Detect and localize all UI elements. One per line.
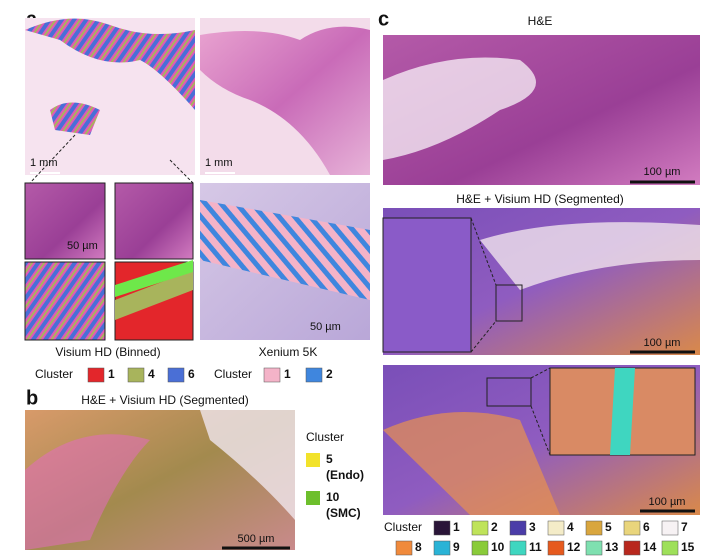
legend-label: 5 <box>605 520 612 534</box>
panel-title: H&E + Visium HD (Segmented) <box>81 393 249 407</box>
tissue <box>200 410 295 520</box>
legend-swatch <box>623 540 641 556</box>
vessel <box>610 368 635 455</box>
legend-label: 12 <box>567 540 581 554</box>
zoom-line <box>169 159 194 184</box>
panel-label: c <box>378 8 389 30</box>
zoom-line <box>470 217 497 286</box>
legend-sublabel: (SMC) <box>326 506 361 520</box>
zoom-line <box>29 134 76 184</box>
legend-swatch <box>585 520 603 536</box>
tissue <box>25 434 150 550</box>
cluster-band <box>115 260 193 297</box>
legend-swatch <box>306 453 320 467</box>
legend-label: 7 <box>681 520 688 534</box>
legend-label: 1 <box>453 520 460 534</box>
tissue-clusters <box>50 102 100 135</box>
scale-label: 1 mm <box>205 157 233 169</box>
tissue <box>200 26 370 175</box>
legend-label: 2 <box>491 520 498 534</box>
legend-label: 4 <box>567 520 574 534</box>
legend-label: 5 <box>326 452 333 466</box>
scale-label: 100 µm <box>649 496 686 508</box>
legend: Cluster 1 4 6 <box>35 367 195 383</box>
scale-label: 1 mm <box>30 157 58 169</box>
legend-swatch <box>547 540 565 556</box>
zoom-box <box>495 284 523 322</box>
legend-swatch <box>127 367 145 383</box>
scale-label: 50 µm <box>310 321 341 333</box>
cluster-band <box>115 270 193 320</box>
caption: Visium HD (Binned) <box>55 345 160 359</box>
xenium-clusters <box>200 200 370 300</box>
he-inset <box>114 182 194 260</box>
legend-swatch <box>305 367 323 383</box>
zoom-box <box>486 377 532 407</box>
legend-swatch <box>433 540 451 556</box>
legend-swatch <box>433 520 451 536</box>
legend-label: 6 <box>643 520 650 534</box>
panel-title: H&E <box>528 14 553 28</box>
lumen <box>383 57 536 160</box>
legend-label: 1 <box>108 367 115 381</box>
scale-label: 100 µm <box>644 337 681 349</box>
legend-swatch <box>509 540 527 556</box>
legend-swatch <box>306 491 320 505</box>
legend-label: 13 <box>605 540 619 554</box>
legend-sublabel: (Endo) <box>326 468 364 482</box>
legend-swatch <box>471 520 489 536</box>
legend-label: 8 <box>415 540 422 554</box>
legend-swatch <box>623 520 641 536</box>
legend-label: 14 <box>643 540 657 554</box>
legend-swatch <box>585 540 603 556</box>
zoom-line <box>530 367 551 379</box>
legend-label: 10 <box>491 540 505 554</box>
legend-swatch <box>547 520 565 536</box>
panel-label: b <box>26 387 38 409</box>
legend-title: Cluster <box>384 520 422 534</box>
he-inset <box>24 182 106 260</box>
legend-swatch <box>661 520 679 536</box>
legend: Cluster 1 2 3 4 5 6 78 9 10 11 12 13 14 15 <box>384 520 695 556</box>
legend-swatch <box>509 520 527 536</box>
legend-swatch <box>167 367 185 383</box>
legend-label: 10 <box>326 490 340 504</box>
scale-label: 500 µm <box>238 533 275 545</box>
legend-title: Cluster <box>214 367 252 381</box>
legend-label: 6 <box>188 367 195 381</box>
legend-label: 2 <box>326 367 333 381</box>
legend-label: 9 <box>453 540 460 554</box>
legend-label: 4 <box>148 367 155 381</box>
legend-title: Cluster <box>35 367 73 381</box>
tissue-clusters <box>25 18 195 111</box>
legend: Cluster 1 2 <box>214 367 333 383</box>
legend-label: 15 <box>681 540 695 554</box>
tissue <box>383 412 560 515</box>
legend-label: 11 <box>529 540 542 554</box>
zoom-line <box>530 405 551 456</box>
lumen <box>480 222 700 290</box>
binned-inset <box>24 261 106 341</box>
legend-swatch <box>263 367 281 383</box>
legend-swatch <box>471 540 489 556</box>
scale-label: 100 µm <box>644 166 681 178</box>
legend-swatch <box>395 540 413 556</box>
legend-swatch <box>87 367 105 383</box>
legend-label: 1 <box>284 367 291 381</box>
legend: Cluster 5 (Endo) 10 (SMC) <box>306 430 364 520</box>
legend-title: Cluster <box>306 430 344 444</box>
zoom-line <box>470 320 497 353</box>
caption: Xenium 5K <box>259 345 318 359</box>
scale-label: 50 µm <box>67 240 98 252</box>
zoom-inset <box>382 217 472 353</box>
panel-title: H&E + Visium HD (Segmented) <box>456 192 624 206</box>
legend-swatch <box>661 540 679 556</box>
legend-label: 3 <box>529 520 536 534</box>
